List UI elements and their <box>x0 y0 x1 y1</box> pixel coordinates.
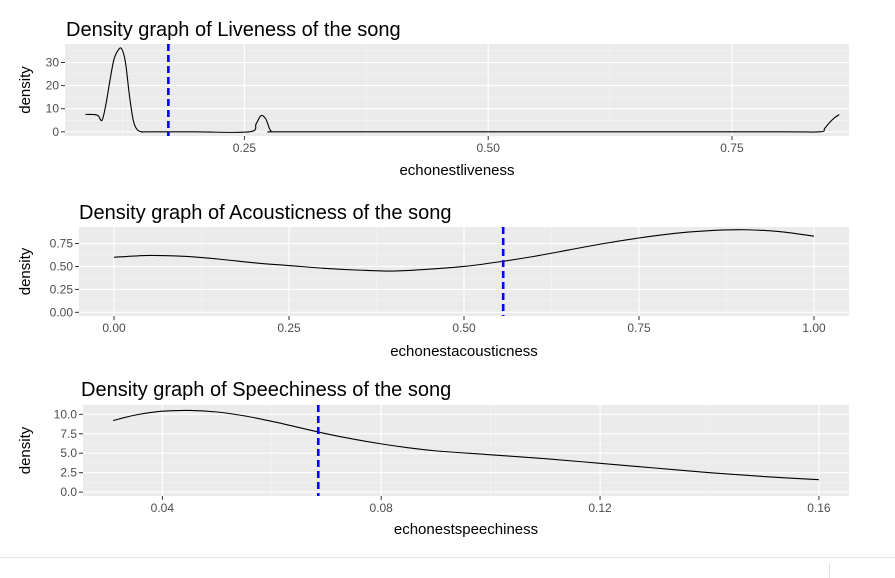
y-tick-label: 0.25 <box>50 282 74 296</box>
density-chart-2: 0.00 0.25 0.50 0.75 1.00 0.00 0.25 0.50 0.75 Dens… <box>17 202 849 360</box>
y-tick-label: 0.0 <box>60 485 77 499</box>
y-tick-label: 30 <box>46 55 60 69</box>
y-tick-label: 10.0 <box>54 407 78 421</box>
y-tick-label: 10 <box>46 102 60 116</box>
x-tick-label: 0.04 <box>151 501 175 515</box>
y-axis-label: density <box>17 66 34 114</box>
x-tick-label: 0.50 <box>477 141 501 155</box>
density-chart-3: 0.04 0.08 0.12 0.16 0.0 2.5 5.0 7.5 10.0Density … <box>17 379 849 538</box>
x-axis-label: echonestacousticness <box>390 343 538 360</box>
y-tick-label: 5.0 <box>60 446 77 460</box>
x-tick-label: 0.75 <box>627 321 651 335</box>
chart-title: Density graph of Acousticness of the son… <box>79 202 451 224</box>
x-axis-label: echonestspeechiness <box>394 521 538 538</box>
plot-panel <box>83 405 849 496</box>
density-curve <box>85 47 840 133</box>
x-axis-label: echonestliveness <box>399 162 514 179</box>
y-tick-label: 7.5 <box>60 427 77 441</box>
plot-panel <box>65 44 849 136</box>
x-tick-label: 1.00 <box>802 321 826 335</box>
x-tick-label: 0.16 <box>807 501 831 515</box>
footer-divider <box>0 557 895 558</box>
y-tick-label: 0.50 <box>50 259 74 273</box>
y-tick-label: 0 <box>52 125 59 139</box>
y-tick-label: 20 <box>46 79 60 93</box>
x-tick-label: 0.12 <box>588 501 612 515</box>
y-tick-label: 0.00 <box>50 305 74 319</box>
footer-separator <box>829 563 830 578</box>
x-tick-label: 0.00 <box>102 321 126 335</box>
x-tick-label: 0.50 <box>452 321 476 335</box>
density-curve <box>113 229 815 272</box>
y-tick-label: 0.75 <box>50 237 74 251</box>
chart-title: Density graph of Speechiness of the song <box>81 379 451 401</box>
chart-title: Density graph of Liveness of the song <box>66 19 401 41</box>
y-tick-label: 2.5 <box>60 466 77 480</box>
x-tick-label: 0.25 <box>233 141 257 155</box>
x-tick-label: 0.25 <box>277 321 301 335</box>
density-curve <box>112 409 819 481</box>
x-tick-label: 0.08 <box>370 501 394 515</box>
y-axis-label: density <box>17 247 34 295</box>
y-axis-label: density <box>17 426 34 474</box>
density-chart-1: 0.25 0.50 0.75 0 10 20 30 Density graph of Live… <box>17 19 849 179</box>
x-tick-label: 0.75 <box>720 141 744 155</box>
